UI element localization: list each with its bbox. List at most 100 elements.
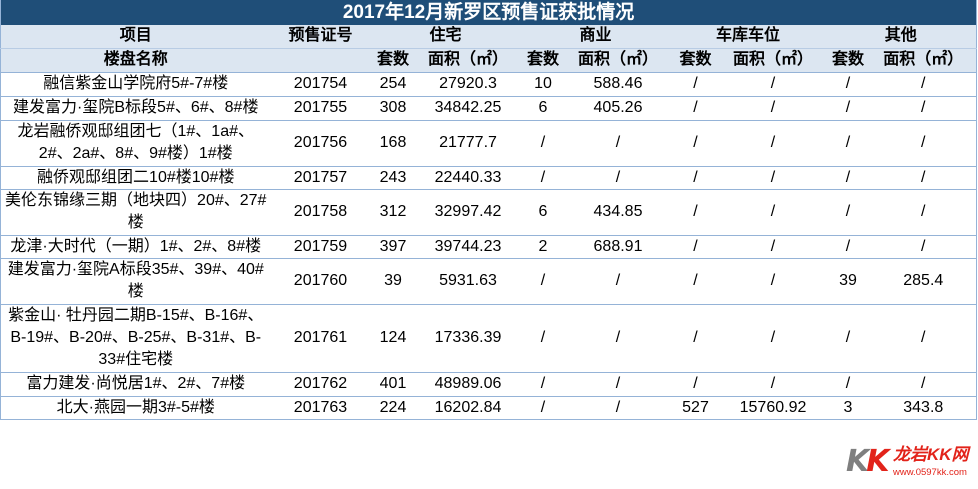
cell-other-units: / [825, 96, 871, 121]
header-permit-blank [270, 48, 371, 73]
cell-garage-units: / [670, 72, 721, 97]
cell-residential-area: 17336.39 [415, 304, 521, 373]
cell-residential-units: 401 [370, 372, 416, 397]
cell-other-area: 285.4 [870, 258, 977, 305]
cell-residential-units: 312 [370, 189, 416, 236]
table-row: 紫金山· 牡丹园二期B-15#、B-16#、B-19#、B-20#、B-25#、… [0, 304, 977, 373]
cell-garage-area: / [720, 189, 826, 236]
header-other-area: 面积（㎡） [870, 48, 977, 73]
cell-commercial-units: / [520, 258, 566, 305]
cell-residential-units: 254 [370, 72, 416, 97]
cell-property-name: 紫金山· 牡丹园二期B-15#、B-16#、B-19#、B-20#、B-25#、… [0, 304, 271, 373]
cell-residential-area: 34842.25 [415, 96, 521, 121]
table-row: 龙岩融侨观邸组团七（1#、1a#、2#、2a#、8#、9#楼）1#楼 201756… [0, 120, 977, 167]
presale-permit-sheet: 2017年12月新罗区预售证获批情况 项目 预售证号 住宅 商业 车库车位 其他… [0, 0, 978, 420]
cell-garage-units: / [670, 258, 721, 305]
header-residential-units: 套数 [370, 48, 416, 73]
cell-residential-units: 397 [370, 235, 416, 259]
table-header: 2017年12月新罗区预售证获批情况 项目 预售证号 住宅 商业 车库车位 其他… [0, 0, 977, 73]
cell-garage-area: / [720, 235, 826, 259]
cell-property-name: 融信紫金山学院府5#-7#楼 [0, 72, 271, 97]
cell-other-units: / [825, 166, 871, 190]
header-residential: 住宅 [370, 25, 521, 49]
cell-residential-area: 16202.84 [415, 396, 521, 420]
table-row: 建发富力·玺院B标段5#、6#、8#楼 201755 308 34842.25 6 405… [0, 96, 977, 121]
cell-permit-number: 201763 [270, 396, 371, 420]
table-row: 北大·燕园一期3#-5#楼 201763 224 16202.84//527 15760… [0, 396, 977, 420]
cell-residential-area: 22440.33 [415, 166, 521, 190]
header-property-name: 楼盘名称 [0, 48, 271, 73]
cell-permit-number: 201755 [270, 96, 371, 121]
cell-garage-units: / [670, 120, 721, 167]
header-commercial-area: 面积（㎡） [565, 48, 671, 73]
cell-commercial-units: 2 [520, 235, 566, 259]
title-row: 2017年12月新罗区预售证获批情况 [0, 0, 977, 25]
table-row: 建发富力·玺院A标段35#、39#、40#楼 201760 39 5931.63// /… [0, 258, 977, 305]
cell-garage-area: / [720, 96, 826, 121]
cell-commercial-area: 588.46 [565, 72, 671, 97]
cell-garage-area: / [720, 372, 826, 397]
cell-garage-area: / [720, 258, 826, 305]
cell-other-units: 39 [825, 258, 871, 305]
cell-property-name: 富力建发·尚悦居1#、2#、7#楼 [0, 372, 271, 397]
table-body: 融信紫金山学院府5#-7#楼 201754 254 27920.3 10 588.46//… [0, 72, 977, 420]
cell-commercial-area: / [565, 120, 671, 167]
cell-garage-area: / [720, 166, 826, 190]
table-row: 美伦东锦缘三期（地块四）20#、27#楼 201758 312 32997.42 6 43… [0, 189, 977, 236]
cell-other-area: 343.8 [870, 396, 977, 420]
cell-commercial-area: 688.91 [565, 235, 671, 259]
cell-permit-number: 201756 [270, 120, 371, 167]
cell-commercial-units: / [520, 166, 566, 190]
table-row: 龙津·大时代（一期）1#、2#、8#楼 201759 397 39744.23 2 688… [0, 235, 977, 259]
header-garage: 车库车位 [670, 25, 826, 49]
header-project: 项目 [0, 25, 271, 49]
cell-residential-units: 168 [370, 120, 416, 167]
cell-garage-area: 15760.92 [720, 396, 826, 420]
cell-commercial-units: / [520, 372, 566, 397]
cell-permit-number: 201762 [270, 372, 371, 397]
cell-residential-units: 39 [370, 258, 416, 305]
cell-other-area: / [870, 166, 977, 190]
cell-commercial-units: 6 [520, 96, 566, 121]
cell-garage-area: / [720, 304, 826, 373]
cell-other-area: / [870, 235, 977, 259]
table-row: 融侨观邸组团二10#楼10#楼 201757 243 22440.33// / / / / [0, 166, 977, 190]
cell-other-area: / [870, 189, 977, 236]
cell-residential-area: 32997.42 [415, 189, 521, 236]
header-residential-area: 面积（㎡） [415, 48, 521, 73]
cell-other-units: / [825, 72, 871, 97]
cell-other-area: / [870, 96, 977, 121]
cell-other-area: / [870, 72, 977, 97]
header-garage-area: 面积（㎡） [720, 48, 826, 73]
kk-logo-icon: KK [846, 444, 889, 479]
presale-permit-table: 2017年12月新罗区预售证获批情况 项目 预售证号 住宅 商业 车库车位 其他… [0, 0, 978, 420]
cell-residential-area: 21777.7 [415, 120, 521, 167]
cell-garage-units: / [670, 166, 721, 190]
cell-garage-units: 527 [670, 396, 721, 420]
cell-property-name: 建发富力·玺院B标段5#、6#、8#楼 [0, 96, 271, 121]
logo-site-name: 龙岩KK网 [893, 445, 969, 464]
cell-permit-number: 201761 [270, 304, 371, 373]
cell-commercial-units: / [520, 120, 566, 167]
cell-other-units: / [825, 189, 871, 236]
header-row-groups: 项目 预售证号 住宅 商业 车库车位 其他 [0, 25, 977, 49]
cell-commercial-area: / [565, 396, 671, 420]
cell-commercial-area: / [565, 304, 671, 373]
cell-commercial-units: 10 [520, 72, 566, 97]
cell-other-units: / [825, 120, 871, 167]
cell-commercial-area: / [565, 166, 671, 190]
cell-property-name: 美伦东锦缘三期（地块四）20#、27#楼 [0, 189, 271, 236]
cell-property-name: 融侨观邸组团二10#楼10#楼 [0, 166, 271, 190]
header-garage-units: 套数 [670, 48, 721, 73]
cell-commercial-area: / [565, 258, 671, 305]
cell-garage-area: / [720, 72, 826, 97]
table-row: 融信紫金山学院府5#-7#楼 201754 254 27920.3 10 588.46//… [0, 72, 977, 97]
cell-garage-units: / [670, 372, 721, 397]
header-permit-number: 预售证号 [270, 25, 371, 49]
cell-garage-area: / [720, 120, 826, 167]
cell-garage-units: / [670, 189, 721, 236]
cell-property-name: 北大·燕园一期3#-5#楼 [0, 396, 271, 420]
cell-permit-number: 201757 [270, 166, 371, 190]
table-row: 富力建发·尚悦居1#、2#、7#楼 201762 401 48989.06// / / / / [0, 372, 977, 397]
cell-residential-area: 39744.23 [415, 235, 521, 259]
